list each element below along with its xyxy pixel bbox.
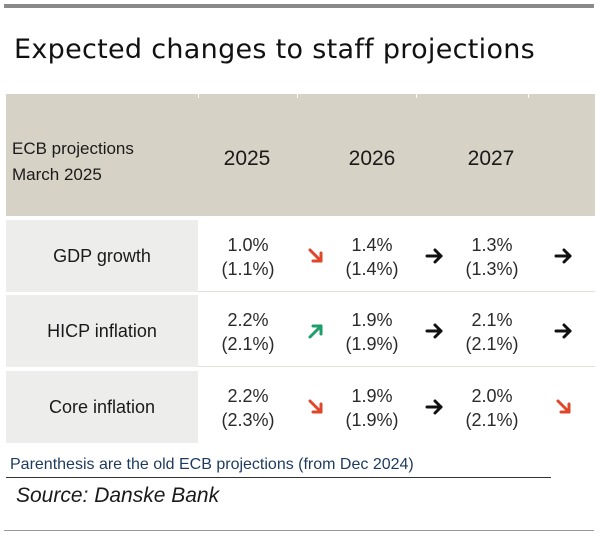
table-row-core-inflation: Core inflation 2.2% (2.3%) 1.9% (1.9%) 2… bbox=[6, 371, 595, 443]
bottom-rule bbox=[4, 530, 594, 531]
old-value: (1.3%) bbox=[465, 259, 519, 279]
old-value: (1.4%) bbox=[345, 259, 399, 279]
row-divider bbox=[198, 366, 595, 367]
new-value: 1.3% bbox=[471, 235, 513, 255]
new-value: 1.9% bbox=[351, 310, 393, 330]
value-cell: 2.2% (2.3%) bbox=[200, 384, 296, 432]
arrow-right-icon bbox=[554, 321, 574, 341]
year-header-2026: 2026 bbox=[348, 147, 396, 170]
new-value: 2.1% bbox=[471, 310, 513, 330]
arrow-down-icon bbox=[554, 397, 574, 417]
year-header-2025: 2025 bbox=[223, 147, 271, 170]
header-divider bbox=[198, 94, 199, 98]
value-cell: 1.0% (1.1%) bbox=[200, 233, 296, 281]
arrow-right-icon bbox=[554, 246, 574, 266]
old-value: (2.1%) bbox=[465, 410, 519, 430]
header-label: ECB projections March 2025 bbox=[12, 136, 134, 188]
value-cell: 2.0% (2.1%) bbox=[444, 384, 540, 432]
header-divider bbox=[416, 94, 417, 98]
arrow-up-icon bbox=[306, 321, 326, 341]
header-label-line1: ECB projections bbox=[12, 139, 134, 158]
value-cell: 1.9% (1.9%) bbox=[324, 384, 420, 432]
new-value: 1.4% bbox=[351, 235, 393, 255]
page-title: Expected changes to staff projections bbox=[14, 34, 536, 65]
new-value: 1.0% bbox=[227, 235, 269, 255]
header-divider bbox=[297, 94, 298, 98]
header-divider bbox=[528, 94, 529, 98]
new-value: 2.2% bbox=[227, 310, 269, 330]
row-label: GDP growth bbox=[6, 220, 198, 292]
new-value: 1.9% bbox=[351, 386, 393, 406]
value-cell: 1.3% (1.3%) bbox=[444, 233, 540, 281]
arrow-right-icon bbox=[425, 321, 445, 341]
arrow-down-icon bbox=[306, 397, 326, 417]
arrow-right-icon bbox=[425, 246, 445, 266]
table-header: ECB projections March 2025 2025 2026 202… bbox=[6, 94, 595, 216]
value-cell: 2.2% (2.1%) bbox=[200, 308, 296, 356]
old-value: (2.1%) bbox=[221, 334, 275, 354]
table-row-gdp-growth: GDP growth 1.0% (1.1%) 1.4% (1.4%) 1.3% … bbox=[6, 220, 595, 292]
old-value: (1.9%) bbox=[345, 410, 399, 430]
footnote: Parenthesis are the old ECB projections … bbox=[10, 456, 414, 473]
value-cell: 1.4% (1.4%) bbox=[324, 233, 420, 281]
old-value: (1.1%) bbox=[221, 259, 275, 279]
source-label: Source: Danske Bank bbox=[16, 484, 220, 507]
row-label: Core inflation bbox=[6, 371, 198, 443]
arrow-right-icon bbox=[425, 397, 445, 417]
old-value: (1.9%) bbox=[345, 334, 399, 354]
new-value: 2.0% bbox=[471, 386, 513, 406]
header-label-line2: March 2025 bbox=[12, 165, 102, 184]
top-rule bbox=[4, 4, 594, 8]
new-value: 2.2% bbox=[227, 386, 269, 406]
row-label: HICP inflation bbox=[6, 295, 198, 367]
footnote-rule bbox=[6, 477, 551, 478]
old-value: (2.3%) bbox=[221, 410, 275, 430]
old-value: (2.1%) bbox=[465, 334, 519, 354]
year-header-2027: 2027 bbox=[467, 147, 515, 170]
table-row-hicp-inflation: HICP inflation 2.2% (2.1%) 1.9% (1.9%) 2… bbox=[6, 295, 595, 367]
row-divider bbox=[198, 291, 595, 292]
value-cell: 1.9% (1.9%) bbox=[324, 308, 420, 356]
arrow-down-icon bbox=[306, 246, 326, 266]
value-cell: 2.1% (2.1%) bbox=[444, 308, 540, 356]
